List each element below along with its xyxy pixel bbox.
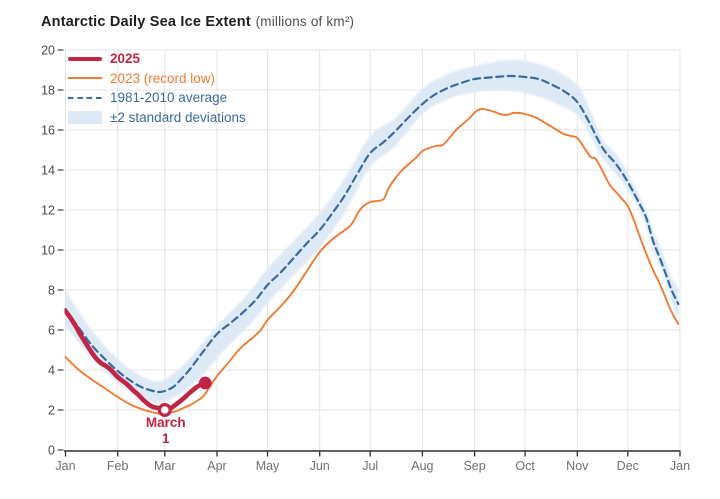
legend-swatch-std-band [68,111,102,124]
std-deviation-band [65,59,679,404]
legend-swatch-2023-line [68,77,102,80]
x-tick-label: Apr [207,459,226,473]
x-tick-label: Dec [617,459,639,473]
legend-item-2023: 2023 (record low) [68,69,246,89]
legend-label-std-band: ±2 standard deviations [110,109,246,125]
y-tick-label: 12 [41,204,55,218]
y-tick-label: 20 [41,44,55,58]
x-tick-label: Sep [463,459,485,473]
chart-legend: 2025 2023 (record low) 1981-2010 average… [68,49,246,127]
chart-title-main: Antarctic Daily Sea Ice Extent [41,14,251,30]
legend-label-average: 1981-2010 average [110,90,228,105]
y-tick-label: 2 [48,404,55,418]
average-line [64,74,680,394]
legend-swatch-2025-line [68,56,102,61]
x-tick-label: Mar [154,459,176,473]
y-tick-label: 0 [48,444,55,458]
chart-title: Antarctic Daily Sea Ice Extent (millions… [41,13,354,31]
x-tick-label: Oct [515,459,535,473]
x-tick-label: Jan [55,459,75,473]
legend-item-std-band: ±2 standard deviations [68,108,246,128]
y-tick-label: 6 [48,324,55,338]
x-tick-label: Nov [566,459,589,473]
x-tick-label: Feb [107,459,129,473]
march-1-annotation: March 1 [146,415,186,446]
x-tick-label: Jun [310,459,330,473]
legend-item-2025: 2025 [68,49,246,69]
x-tick-label: Jan [670,459,690,473]
y-tick-label: 4 [48,364,55,378]
x-tick-label: Aug [411,459,433,473]
x-tick-label: May [256,459,280,473]
legend-item-average: 1981-2010 average [68,88,246,108]
y-tick-label: 16 [41,124,55,138]
y-tick-label: 8 [48,284,55,298]
x-axis: Jan Feb Mar Apr May Jun Jul Aug Sep Oct Nov Dec Jan [55,450,690,473]
legend-label-2023: 2023 (record low) [110,70,216,86]
legend-swatch-average-dashed-line [68,96,102,99]
line-2025 [64,308,208,413]
legend-label-2025: 2025 [110,51,141,66]
march-1-marker [157,403,172,418]
y-tick-label: 18 [41,84,55,98]
chart-title-unit: (millions of km²) [255,14,355,29]
latest-value-marker [198,376,212,390]
y-tick-label: 10 [41,244,55,258]
y-axis: 0 2 4 6 8 10 12 14 16 18 20 [41,44,64,458]
y-tick-label: 14 [41,164,55,178]
x-tick-label: Jul [362,459,378,473]
line-2023 [64,108,680,415]
